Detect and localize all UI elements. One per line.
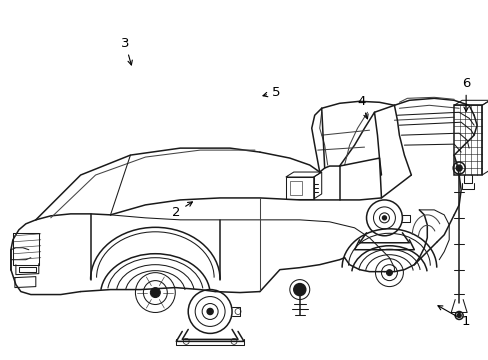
Bar [285,177,313,199]
Bar [453,105,481,175]
Text: 3: 3 [121,36,132,65]
Circle shape [386,270,392,276]
Text: 6: 6 [461,77,469,112]
Circle shape [455,165,461,171]
Circle shape [382,216,386,220]
Text: 1: 1 [437,306,469,328]
Circle shape [207,309,213,315]
Bar [289,181,301,195]
Text: 4: 4 [357,95,367,119]
Text: 5: 5 [263,86,280,99]
Circle shape [456,314,460,318]
Circle shape [293,284,305,296]
Circle shape [150,288,160,298]
Text: 2: 2 [172,202,192,219]
